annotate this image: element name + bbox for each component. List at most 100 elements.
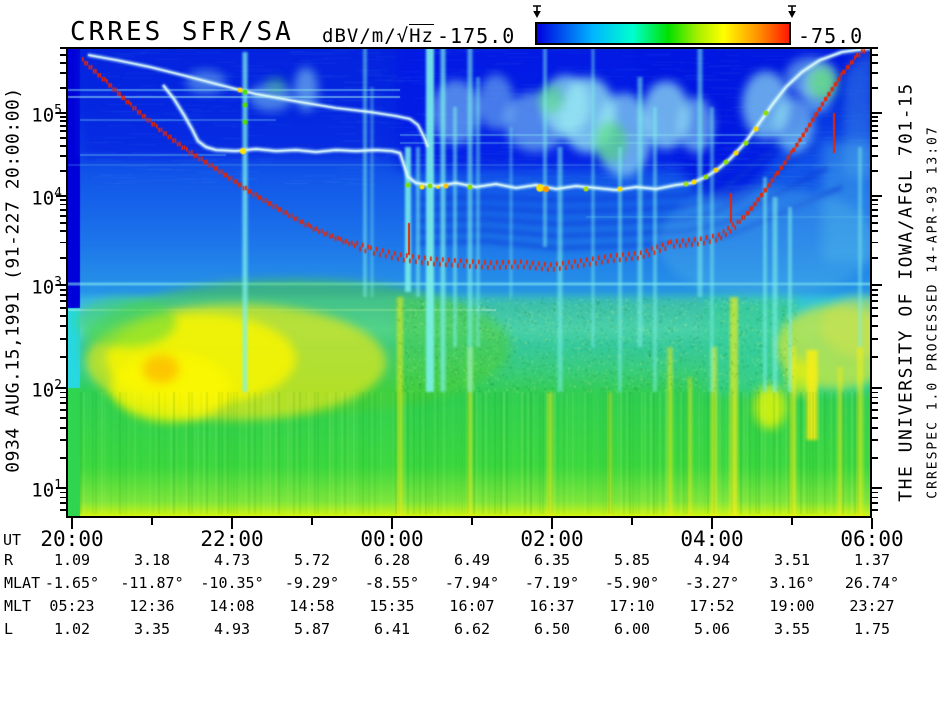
y-minor-tick (60, 439, 66, 442)
table-cell: 5.85 (613, 551, 651, 569)
y-minor-tick (60, 203, 66, 206)
y-minor-tick (60, 496, 66, 499)
table-cell: 1.02 (53, 620, 91, 638)
table-cell: 15:35 (369, 597, 415, 615)
y-minor-tick-right (872, 53, 878, 56)
x-tick-label: 22:00 (200, 527, 264, 551)
table-cell: 3.51 (773, 551, 811, 569)
table-cell: -7.19° (524, 574, 580, 592)
table-cell: 5.87 (293, 620, 331, 638)
y-minor-tick-right (872, 496, 878, 499)
y-minor-tick-right (872, 315, 878, 317)
y-minor-tick-right (872, 491, 878, 494)
y-minor-tick (60, 72, 66, 75)
y-major-tick-right (872, 112, 882, 114)
y-minor-tick (60, 391, 66, 394)
y-major-tick-right (872, 284, 882, 286)
colorbar-min-value: -175.0 (437, 24, 516, 48)
y-minor-tick-right (872, 324, 878, 327)
y-minor-tick (60, 337, 66, 340)
y-major-tick-right (872, 195, 882, 197)
y-minor-tick-right (872, 426, 878, 429)
y-minor-tick (60, 53, 66, 56)
table-cell: 6.00 (613, 620, 651, 638)
table-cell: -9.29° (284, 574, 340, 592)
colorbar-units-label: dBV/m/√Hz (322, 24, 434, 47)
table-cell: 6.28 (373, 551, 411, 569)
y-minor-tick-right (872, 124, 878, 127)
y-minor-tick-right (872, 456, 878, 459)
x-tick-label: 04:00 (680, 527, 744, 551)
y-tick-label: 101 (31, 478, 62, 502)
y-minor-tick-right (872, 439, 878, 442)
table-cell: -11.87° (120, 574, 184, 592)
x-minor-tick (631, 518, 633, 525)
y-minor-tick (60, 170, 66, 172)
table-row-label: L (4, 620, 14, 638)
table-cell: 1.75 (853, 620, 891, 638)
table-cell: 6.49 (453, 551, 491, 569)
table-cell: 1.09 (53, 551, 91, 569)
y-minor-tick-right (872, 47, 878, 50)
y-minor-tick-right (872, 230, 878, 233)
x-major-tick (71, 518, 73, 529)
y-minor-tick-right (872, 288, 878, 291)
y-minor-tick (60, 62, 66, 64)
y-minor-tick-right (872, 203, 878, 206)
y-tick-label: 104 (31, 186, 62, 210)
y-minor-tick-right (872, 293, 878, 296)
y-minor-tick-right (872, 509, 878, 511)
y-major-tick (56, 387, 66, 389)
y-minor-tick (60, 115, 66, 118)
y-minor-tick-right (872, 136, 878, 139)
y-minor-tick-right (872, 145, 878, 147)
table-cell: 4.93 (213, 620, 251, 638)
y-minor-tick-right (872, 170, 878, 172)
y-minor-tick (60, 293, 66, 296)
table-cell: 4.73 (213, 551, 251, 569)
y-minor-tick (60, 355, 66, 358)
table-cell: 6.50 (533, 620, 571, 638)
y-minor-tick (60, 456, 66, 459)
y-minor-tick-right (872, 409, 878, 411)
table-cell: 05:23 (49, 597, 95, 615)
table-cell: 5.72 (293, 551, 331, 569)
table-cell: 3.18 (133, 551, 171, 569)
y-minor-tick-right (872, 299, 878, 302)
colorbar (535, 22, 791, 45)
y-minor-tick-right (872, 221, 878, 224)
y-minor-tick (60, 221, 66, 224)
y-minor-tick (60, 315, 66, 317)
table-cell: 14:58 (289, 597, 335, 615)
y-minor-tick (60, 324, 66, 327)
sqrt-symbol: √ (396, 25, 410, 47)
y-minor-tick-right (872, 62, 878, 64)
y-minor-tick-right (872, 417, 878, 419)
y-major-tick (56, 487, 66, 489)
table-cell: 19:00 (769, 597, 815, 615)
y-minor-tick (60, 214, 66, 217)
y-minor-tick (60, 230, 66, 233)
y-minor-tick-right (872, 257, 878, 259)
table-cell: 6.41 (373, 620, 411, 638)
y-minor-tick (60, 402, 66, 405)
table-cell: 5.06 (693, 620, 731, 638)
y-minor-tick-right (872, 337, 878, 340)
y-minor-tick (60, 124, 66, 127)
table-cell: 3.16° (769, 574, 815, 592)
y-tick-label: 105 (31, 103, 62, 127)
y-minor-tick-right (872, 199, 878, 201)
table-cell: -5.90° (604, 574, 660, 592)
y-minor-tick (60, 288, 66, 291)
table-cell: -8.55° (364, 574, 420, 592)
y-minor-tick (60, 136, 66, 139)
y-tick-label: 103 (31, 275, 62, 299)
table-row-label: MLAT (4, 574, 41, 592)
y-minor-tick-right (872, 241, 878, 244)
y-minor-tick-right (872, 502, 878, 505)
x-minor-tick (471, 518, 473, 525)
x-major-tick (871, 518, 873, 529)
y-minor-tick (60, 426, 66, 429)
table-cell: 6.35 (533, 551, 571, 569)
